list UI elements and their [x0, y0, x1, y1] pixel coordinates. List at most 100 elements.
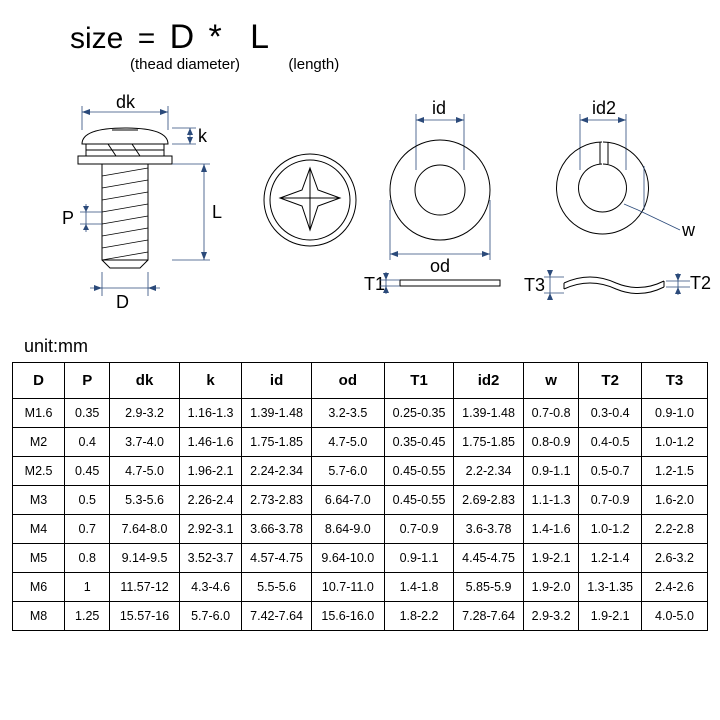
table-cell: 0.45-0.55: [384, 486, 454, 515]
table-cell: 2.9-3.2: [110, 399, 180, 428]
table-cell: 1.39-1.48: [242, 399, 312, 428]
table-cell: 5.5-5.6: [242, 573, 312, 602]
table-row: M20.43.7-4.01.46-1.61.75-1.854.7-5.00.35…: [13, 428, 708, 457]
table-row: M2.50.454.7-5.01.96-2.12.24-2.345.7-6.00…: [13, 457, 708, 486]
table-row: M6111.57-124.3-4.65.5-5.610.7-11.01.4-1.…: [13, 573, 708, 602]
table-cell: 1.4-1.6: [523, 515, 579, 544]
label-L: L: [212, 202, 222, 222]
col-od: od: [311, 363, 384, 399]
table-cell: 0.45-0.55: [384, 457, 454, 486]
table-cell: 1.6-2.0: [641, 486, 707, 515]
table-cell: 2.92-3.1: [179, 515, 242, 544]
table-cell: 0.7-0.9: [579, 486, 642, 515]
table-cell: 3.2-3.5: [311, 399, 384, 428]
label-id2: id2: [592, 98, 616, 118]
label-T3: T3: [524, 275, 545, 295]
phillips-top-view: [264, 154, 356, 246]
split-washer-top: id2 w: [557, 98, 697, 240]
label-T1: T1: [364, 274, 385, 294]
title-size: size: [70, 22, 123, 55]
label-T2: T2: [690, 273, 711, 293]
table-cell: 15.57-16: [110, 602, 180, 631]
screw-side-view: dk k L: [62, 92, 222, 312]
table-cell: 9.64-10.0: [311, 544, 384, 573]
table-cell: 0.25-0.35: [384, 399, 454, 428]
table-cell: 1.0-1.2: [641, 428, 707, 457]
table-cell: 5.7-6.0: [179, 602, 242, 631]
col-w: w: [523, 363, 579, 399]
table-cell: 1.25: [65, 602, 110, 631]
title-eq: =: [138, 22, 156, 55]
label-dk: dk: [116, 92, 136, 112]
title-formula: size = D * L: [70, 18, 269, 57]
spec-table: DPdkkidodT1id2wT2T3 M1.60.352.9-3.21.16-…: [12, 362, 708, 631]
table-cell: 0.8-0.9: [523, 428, 579, 457]
table-cell: M1.6: [13, 399, 65, 428]
table-header-row: DPdkkidodT1id2wT2T3: [13, 363, 708, 399]
table-cell: 0.9-1.1: [523, 457, 579, 486]
table-cell: 7.42-7.64: [242, 602, 312, 631]
col-T2: T2: [579, 363, 642, 399]
table-cell: 4.7-5.0: [110, 457, 180, 486]
table-cell: M8: [13, 602, 65, 631]
col-T3: T3: [641, 363, 707, 399]
table-cell: 0.7-0.8: [523, 399, 579, 428]
diagram-zone: dk k L: [0, 80, 720, 340]
table-cell: 3.52-3.7: [179, 544, 242, 573]
table-cell: 1.16-1.3: [179, 399, 242, 428]
table-cell: 0.9-1.0: [641, 399, 707, 428]
label-k: k: [198, 126, 208, 146]
table-cell: 2.24-2.34: [242, 457, 312, 486]
table-cell: 4.45-4.75: [454, 544, 524, 573]
table-cell: 1.8-2.2: [384, 602, 454, 631]
col-dk: dk: [110, 363, 180, 399]
col-id2: id2: [454, 363, 524, 399]
table-cell: 0.7: [65, 515, 110, 544]
table-cell: 0.7-0.9: [384, 515, 454, 544]
table-cell: 7.28-7.64: [454, 602, 524, 631]
table-cell: 1.9-2.1: [579, 602, 642, 631]
table-cell: 1.3-1.35: [579, 573, 642, 602]
label-id: id: [432, 98, 446, 118]
split-washer-side: T3 T2: [524, 270, 711, 300]
table-cell: 2.6-3.2: [641, 544, 707, 573]
flat-washer-top: id od: [390, 98, 490, 276]
table-row: M1.60.352.9-3.21.16-1.31.39-1.483.2-3.50…: [13, 399, 708, 428]
table-cell: 3.7-4.0: [110, 428, 180, 457]
label-w: w: [681, 220, 696, 240]
table-cell: 4.0-5.0: [641, 602, 707, 631]
table-cell: 0.4-0.5: [579, 428, 642, 457]
label-od: od: [430, 256, 450, 276]
col-D: D: [13, 363, 65, 399]
unit-label: unit:mm: [24, 336, 88, 357]
table-cell: M4: [13, 515, 65, 544]
label-D: D: [116, 292, 129, 312]
col-P: P: [65, 363, 110, 399]
table-row: M30.55.3-5.62.26-2.42.73-2.836.64-7.00.4…: [13, 486, 708, 515]
title-star: *: [208, 18, 221, 56]
table-cell: 6.64-7.0: [311, 486, 384, 515]
table-cell: 11.57-12: [110, 573, 180, 602]
table-cell: 1.46-1.6: [179, 428, 242, 457]
table-body: M1.60.352.9-3.21.16-1.31.39-1.483.2-3.50…: [13, 399, 708, 631]
table-cell: 3.66-3.78: [242, 515, 312, 544]
table-cell: M3: [13, 486, 65, 515]
sub-l: (length): [288, 56, 339, 73]
table-cell: 10.7-11.0: [311, 573, 384, 602]
table-cell: 0.5: [65, 486, 110, 515]
table-cell: 1.9-2.0: [523, 573, 579, 602]
title-subtitle: (thead diameter) (length): [130, 56, 339, 73]
table-cell: 0.4: [65, 428, 110, 457]
table-cell: 0.8: [65, 544, 110, 573]
table-cell: 3.6-3.78: [454, 515, 524, 544]
table-cell: 1.4-1.8: [384, 573, 454, 602]
table-cell: 5.3-5.6: [110, 486, 180, 515]
table-cell: 0.45: [65, 457, 110, 486]
table-cell: M2: [13, 428, 65, 457]
table-cell: 0.35: [65, 399, 110, 428]
title-L: L: [250, 18, 269, 56]
diagram-svg: dk k L: [0, 80, 720, 340]
table-row: M40.77.64-8.02.92-3.13.66-3.788.64-9.00.…: [13, 515, 708, 544]
table-cell: 1.1-1.3: [523, 486, 579, 515]
table-cell: 9.14-9.5: [110, 544, 180, 573]
